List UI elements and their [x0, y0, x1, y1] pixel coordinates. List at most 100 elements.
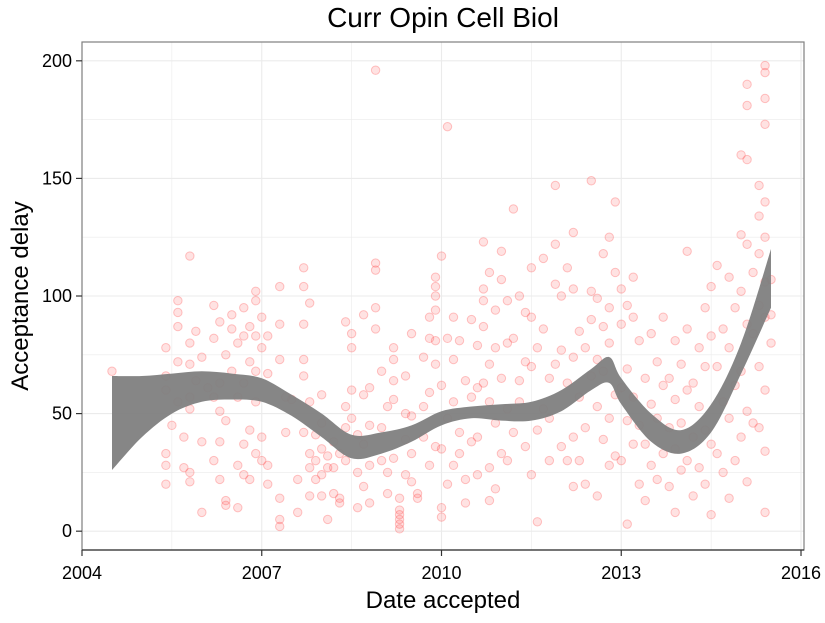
y-tick-label: 150: [42, 168, 72, 188]
data-point: [370, 324, 381, 334]
data-point: [436, 380, 447, 391]
data-point: [370, 265, 381, 275]
data-point: [760, 119, 770, 130]
data-point: [616, 455, 626, 466]
data-point: [748, 418, 758, 428]
data-point: [550, 279, 561, 289]
data-point: [221, 415, 231, 426]
data-point: [430, 441, 441, 452]
data-point: [406, 448, 417, 459]
data-point: [304, 462, 315, 473]
data-point: [568, 284, 579, 294]
data-point: [724, 493, 734, 503]
data-point: [245, 425, 255, 435]
data-point: [233, 502, 243, 513]
data-point: [526, 470, 537, 480]
data-point: [245, 474, 255, 485]
data-point: [215, 317, 225, 327]
data-point: [664, 373, 674, 384]
data-point: [682, 385, 692, 395]
data-point: [742, 79, 752, 90]
data-point: [604, 460, 614, 471]
data-point: [688, 378, 698, 388]
data-point: [676, 418, 686, 428]
data-point: [466, 314, 477, 325]
data-point: [275, 521, 285, 532]
data-point: [538, 324, 549, 334]
data-point: [754, 248, 764, 259]
data-point: [370, 258, 381, 268]
data-point: [406, 477, 417, 487]
x-tick-label: 2013: [601, 563, 641, 583]
data-point: [490, 305, 501, 315]
data-point: [388, 375, 399, 386]
data-point: [430, 305, 441, 315]
data-point: [754, 180, 764, 191]
data-point: [251, 296, 261, 306]
data-point: [592, 401, 602, 412]
data-point: [364, 420, 375, 431]
data-point: [490, 484, 501, 494]
data-point: [628, 312, 638, 322]
data-point: [754, 361, 764, 372]
data-point: [185, 359, 195, 369]
y-axis: 0 50 100 150 200: [42, 51, 82, 541]
data-point: [472, 340, 483, 351]
data-point: [161, 448, 171, 459]
data-point: [364, 460, 375, 471]
data-point: [382, 401, 393, 412]
x-tick-label: 2010: [421, 563, 461, 583]
data-point: [556, 291, 567, 301]
data-point: [718, 324, 728, 334]
data-point: [340, 455, 351, 466]
data-point: [580, 423, 590, 433]
data-point: [454, 427, 465, 438]
y-axis-title: Acceptance delay: [7, 201, 34, 390]
data-point: [221, 350, 231, 360]
data-point: [694, 401, 704, 412]
data-point: [185, 338, 195, 348]
data-point: [424, 460, 435, 471]
x-tick-label: 2007: [242, 563, 282, 583]
data-point: [712, 448, 722, 459]
data-point: [334, 498, 345, 508]
data-point: [760, 197, 770, 207]
data-point: [233, 460, 243, 471]
data-point: [754, 211, 764, 221]
data-point: [622, 519, 632, 529]
data-point: [502, 455, 513, 466]
data-point: [185, 251, 195, 261]
data-point: [430, 291, 441, 301]
data-point: [592, 293, 602, 304]
data-point: [670, 394, 680, 405]
data-point: [239, 470, 249, 480]
data-point: [472, 383, 483, 393]
data-point: [251, 448, 261, 459]
data-point: [580, 343, 590, 353]
data-point: [496, 448, 507, 459]
data-point: [658, 380, 668, 391]
y-tick-label: 50: [52, 404, 72, 424]
data-point: [526, 361, 537, 372]
data-point: [352, 502, 363, 513]
data-point: [281, 427, 291, 438]
data-point: [466, 392, 477, 402]
data-point: [275, 354, 285, 365]
data-point: [754, 423, 764, 433]
data-point: [257, 432, 267, 442]
data-point: [173, 321, 183, 332]
data-point: [436, 444, 447, 454]
data-point: [664, 481, 674, 492]
data-point: [478, 321, 489, 332]
data-point: [706, 281, 716, 292]
data-point: [670, 507, 680, 518]
data-point: [364, 383, 375, 393]
data-point: [107, 366, 117, 376]
x-tick-label: 2004: [62, 563, 102, 583]
data-point: [400, 371, 411, 381]
data-point: [293, 507, 303, 518]
data-point: [640, 495, 650, 506]
data-point: [406, 328, 417, 339]
data-point: [592, 491, 602, 501]
